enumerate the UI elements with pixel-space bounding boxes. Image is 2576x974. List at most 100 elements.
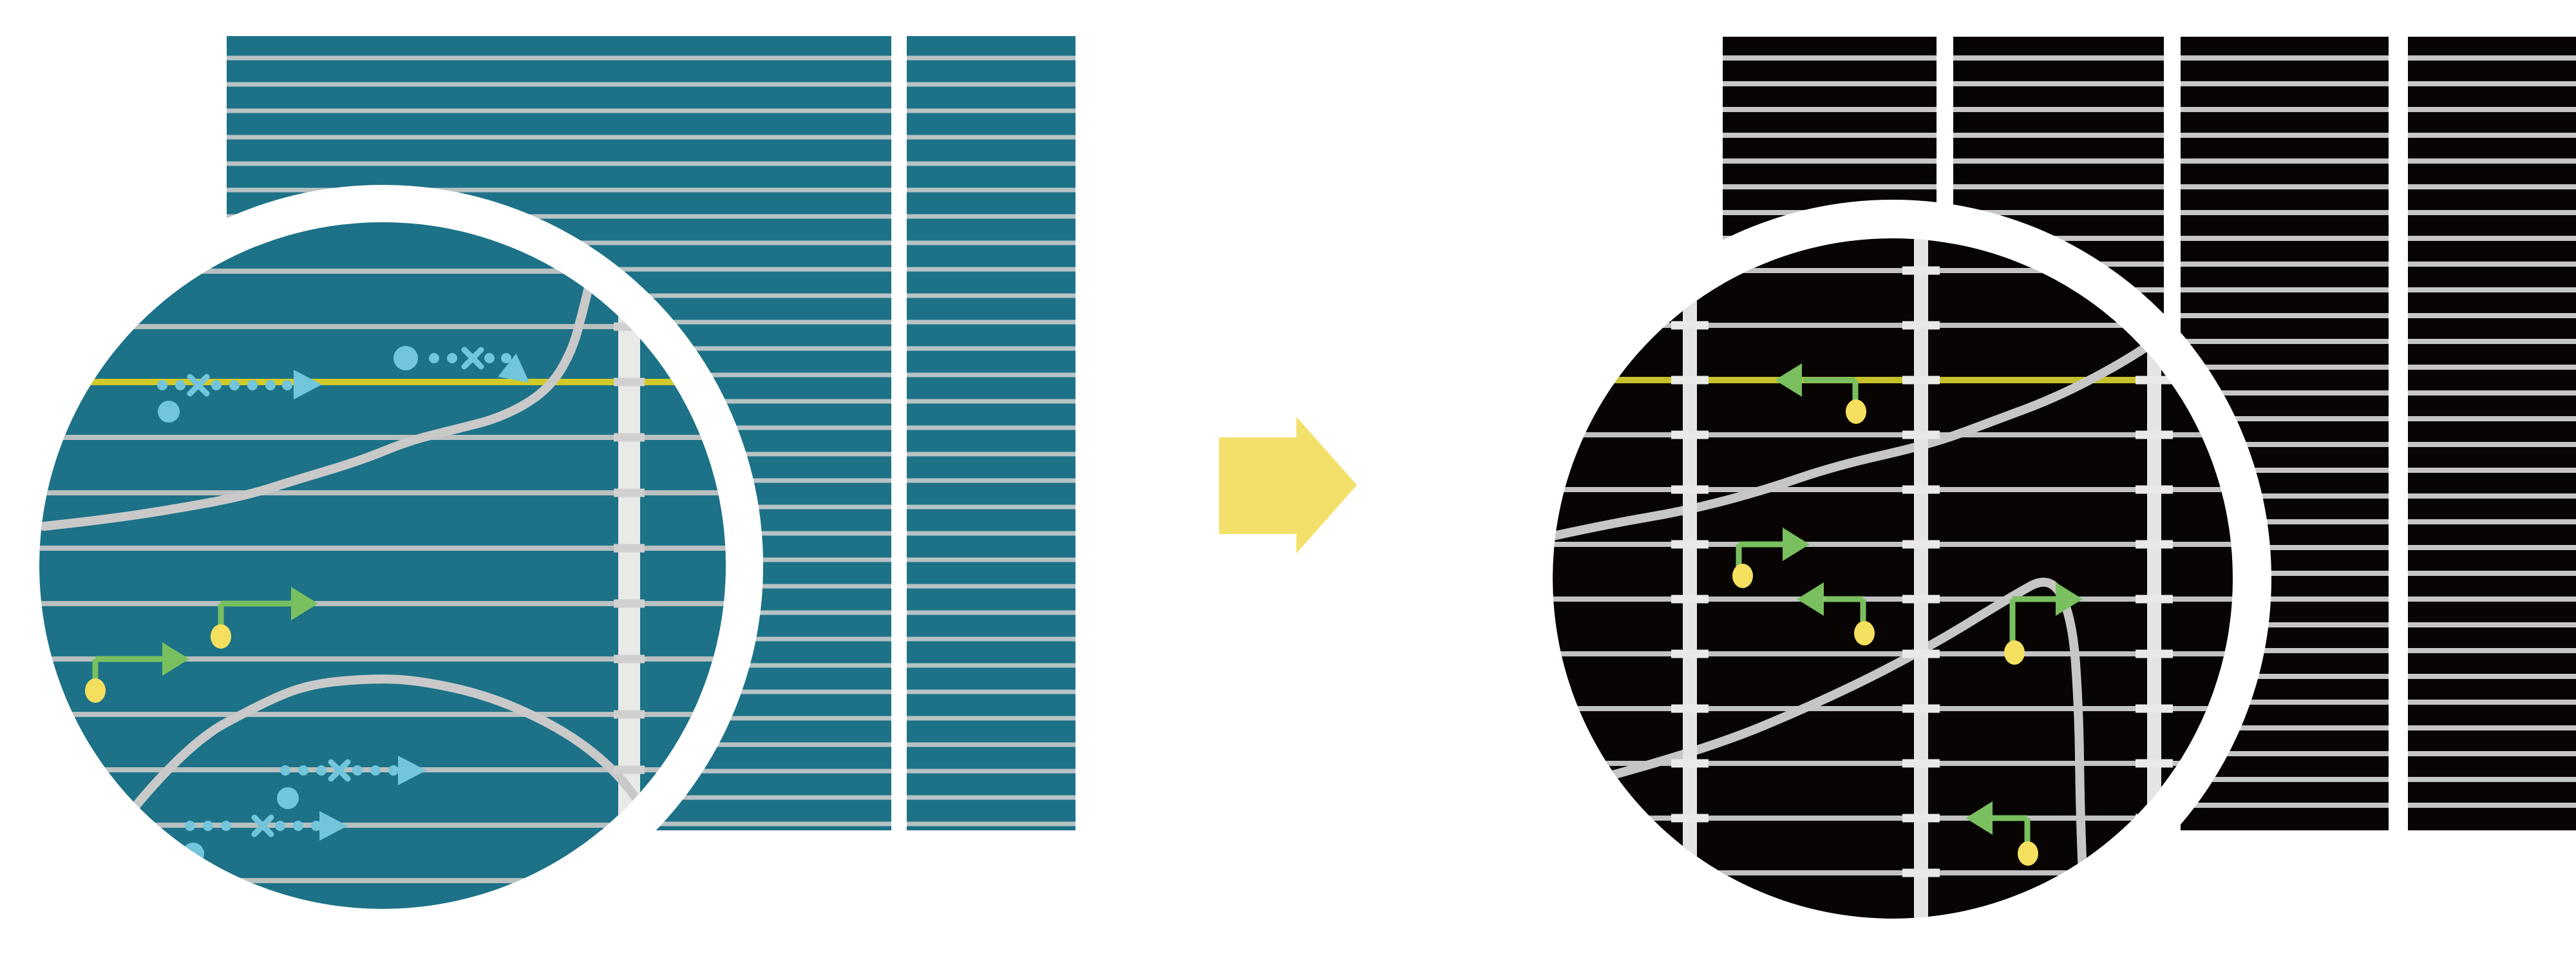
finger-line [1723, 158, 1937, 164]
finger-line [2408, 751, 2576, 756]
finger-line [2408, 622, 2576, 627]
finger-line [2181, 158, 2389, 164]
finger-line [1553, 487, 2233, 492]
busbar-pad [614, 433, 645, 442]
hole-carrier-icon [2018, 841, 2038, 866]
busbar-pad [1671, 485, 1709, 494]
scatter-cross-icon [461, 347, 484, 370]
hole-carrier-icon [1854, 621, 1875, 645]
busbar-pad [2136, 868, 2173, 877]
finger-line [2408, 571, 2576, 576]
finger-line [2408, 519, 2576, 524]
finger-line [907, 452, 1075, 457]
finger-line [907, 610, 1075, 615]
finger-line [2408, 777, 2576, 782]
finger-line [1553, 542, 2233, 547]
busbar-pad [1902, 814, 1940, 823]
finger-line [39, 324, 726, 329]
finger-line [227, 135, 891, 140]
finger-line [2408, 674, 2576, 679]
finger-line [2408, 597, 2576, 602]
busbar-pad [2136, 649, 2173, 658]
hole-carrier-arrow-icon [1775, 363, 1866, 424]
finger-line [39, 601, 726, 606]
right-inset-magnifier-background [1553, 238, 2233, 919]
finger-line [1953, 158, 2164, 164]
busbar-pad [1902, 376, 1940, 385]
finger-line [1553, 432, 2233, 437]
magnifier-ring-icon [2, 185, 763, 946]
electron-carrier-icon [158, 401, 180, 423]
electron-scatter-path-icon [277, 756, 426, 809]
finger-line [1553, 597, 2233, 602]
finger-line [2181, 313, 2389, 318]
finger-line [2408, 81, 2576, 86]
finger-line [907, 531, 1075, 536]
finger-line [2408, 725, 2576, 730]
busbar-pad [1902, 485, 1940, 494]
scatter-cross-icon [328, 759, 351, 782]
finger-line [227, 187, 891, 193]
finger-line [2181, 416, 2389, 421]
finger-line [907, 108, 1075, 113]
grain-boundary-line [128, 674, 649, 815]
hole-carrier-arrow-icon [2004, 582, 2083, 665]
finger-line [907, 267, 1075, 272]
busbar-pad [1671, 759, 1709, 768]
finger-line [907, 769, 1075, 774]
hole-carrier-arrow-icon [85, 642, 189, 703]
finger-line [907, 399, 1075, 404]
hole-carrier-icon [85, 678, 106, 703]
finger-line [2408, 236, 2576, 241]
busbar [1683, 238, 1697, 919]
busbar-pad [614, 654, 645, 664]
busbar-pad [2136, 376, 2173, 385]
finger-line [907, 821, 1075, 826]
finger-line [2408, 158, 2576, 164]
finger-line [39, 490, 726, 495]
grain-boundary-line [1553, 316, 2188, 540]
finger-line [2181, 545, 2389, 550]
right-module-panel [2408, 37, 2576, 830]
finger-line [907, 372, 1075, 377]
finger-line [907, 82, 1075, 87]
busbar [2147, 238, 2161, 919]
finger-line [2181, 107, 2389, 112]
finger-line [1953, 81, 2164, 86]
busbar-pad [2136, 430, 2173, 439]
grain-boundary-line [39, 285, 592, 531]
finger-line [227, 214, 891, 219]
busbar-pad [1902, 759, 1940, 768]
busbar [1914, 238, 1928, 919]
finger-line [2408, 55, 2576, 61]
hole-carrier-icon [2004, 640, 2025, 665]
hole-carrier-arrow-icon [1797, 582, 1875, 645]
finger-line [227, 55, 891, 61]
finger-line [1553, 706, 2233, 711]
scatter-cross-icon [251, 814, 274, 837]
electron-carrier-icon [277, 787, 299, 809]
finger-line [39, 546, 726, 551]
finger-line [2408, 416, 2576, 421]
finger-line [2181, 519, 2389, 524]
finger-line [907, 135, 1075, 140]
electron-carrier-icon [393, 346, 418, 370]
busbar-pad [2136, 759, 2173, 768]
busbar-pad [614, 488, 645, 497]
finger-line [1723, 184, 1937, 189]
finger-line [2181, 777, 2389, 782]
finger-line [2408, 313, 2576, 318]
hole-carrier-icon [211, 624, 231, 649]
finger-line [907, 584, 1075, 589]
busbar-pad [1902, 704, 1940, 713]
busbar-pad [1902, 266, 1940, 275]
finger-line [907, 689, 1075, 694]
busbar-pad [1902, 595, 1940, 604]
finger-line [1723, 55, 1937, 61]
finger-line [39, 435, 726, 440]
finger-line [2181, 55, 2389, 61]
finger-line [227, 108, 891, 113]
busbar-pad [2136, 595, 2173, 604]
busbar-pad [614, 599, 645, 608]
